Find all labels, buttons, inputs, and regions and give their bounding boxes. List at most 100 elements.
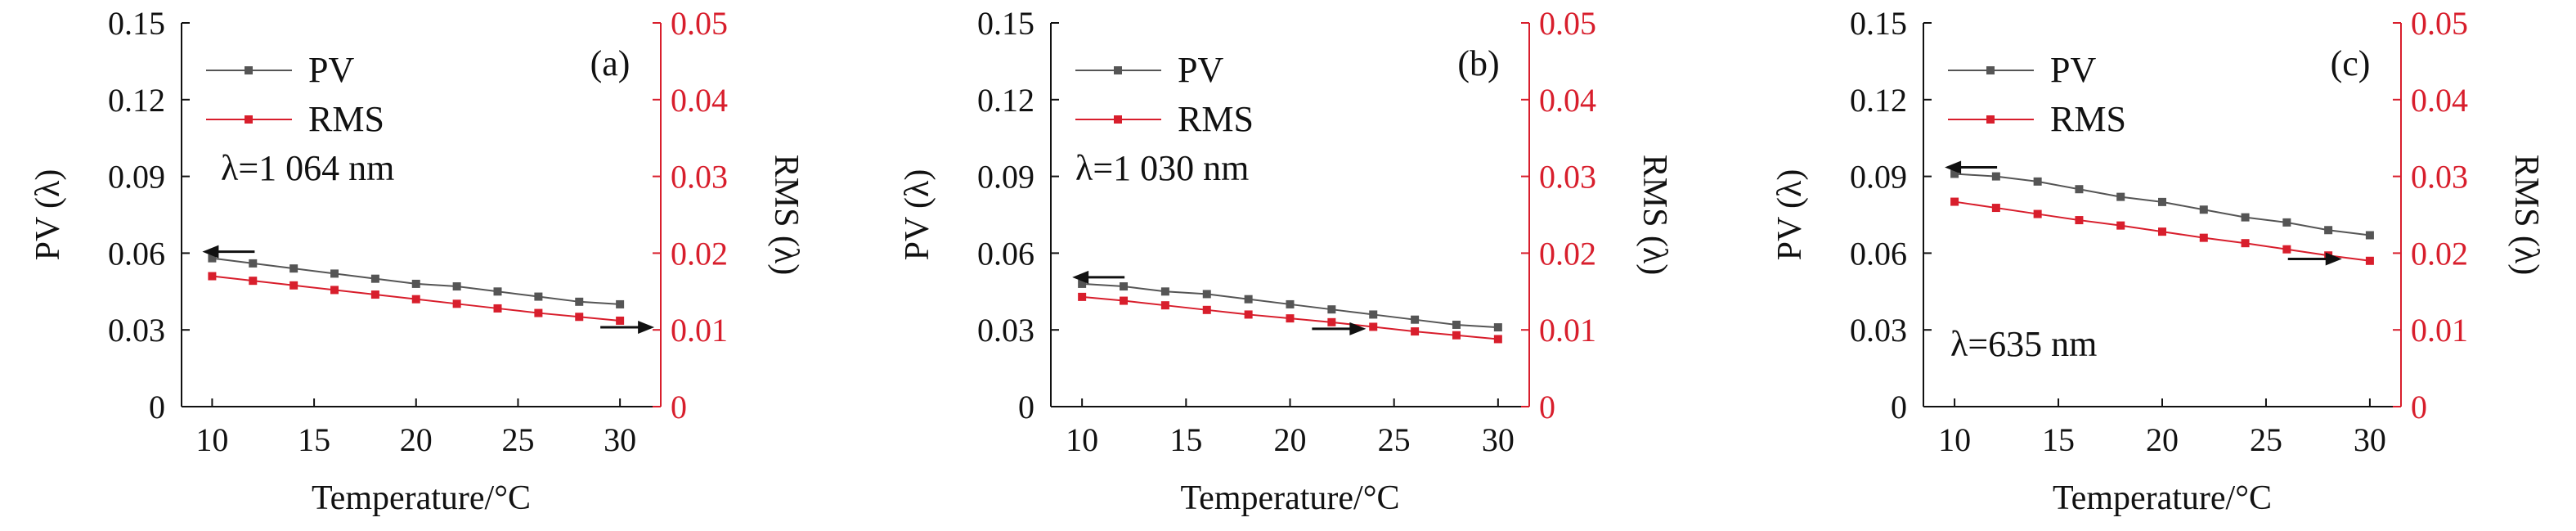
arrow-head xyxy=(202,245,219,259)
legend-label-pv: PV xyxy=(1178,50,1223,90)
data-point-rms xyxy=(289,281,298,290)
data-point-rms xyxy=(330,286,339,295)
arrow-head xyxy=(1945,160,1962,174)
data-point-pv xyxy=(1452,320,1461,329)
wavelength-annotation: λ=1 064 nm xyxy=(221,148,394,188)
data-point-pv xyxy=(2033,177,2042,186)
data-point-pv xyxy=(411,279,420,288)
y-tick-label: 0.03 xyxy=(108,312,165,349)
data-point-pv xyxy=(1369,310,1378,319)
y-tick-label: 0.06 xyxy=(108,235,165,272)
y2-tick-label: 0 xyxy=(1539,389,1555,425)
data-point-pv xyxy=(330,269,339,278)
y-tick-label: 0 xyxy=(1891,389,1907,425)
data-point-rms xyxy=(411,295,420,304)
data-point-pv xyxy=(2158,197,2166,206)
y2-axis-label: RMS (λ) xyxy=(767,155,805,276)
data-point-pv xyxy=(452,282,461,291)
y-tick-label: 0.09 xyxy=(108,159,165,196)
y-tick-label: 0 xyxy=(1018,389,1034,425)
data-point-pv xyxy=(2199,205,2208,214)
y-tick-label: 0.15 xyxy=(1850,5,1907,42)
y2-tick-label: 0.01 xyxy=(671,312,728,349)
data-point-rms xyxy=(1160,301,1169,310)
y-tick-label: 0 xyxy=(149,389,165,425)
data-point-rms xyxy=(1202,305,1211,314)
y2-tick-label: 0.02 xyxy=(2411,235,2468,272)
data-point-rms xyxy=(2158,227,2166,236)
x-tick-label: 15 xyxy=(298,421,330,458)
legend-label-pv: PV xyxy=(308,50,354,90)
x-tick-label: 15 xyxy=(2042,421,2075,458)
data-point-rms xyxy=(1493,335,1502,344)
y2-tick-label: 0.01 xyxy=(2411,312,2468,349)
data-point-pv xyxy=(616,299,625,308)
data-point-pv xyxy=(575,297,584,306)
y2-tick-label: 0.03 xyxy=(2411,159,2468,196)
x-axis-label: Temperature/°C xyxy=(2053,479,2272,517)
data-point-rms xyxy=(249,277,258,286)
arrow-head xyxy=(1072,270,1089,284)
y-tick-label: 0.15 xyxy=(977,5,1034,42)
data-point-pv xyxy=(289,264,298,273)
data-point-pv xyxy=(534,292,543,301)
data-point-rms xyxy=(2365,256,2374,265)
y-axis-label: PV (λ) xyxy=(1771,169,1809,261)
data-point-rms xyxy=(1327,317,1336,326)
data-point-pv xyxy=(493,287,502,296)
x-tick-label: 25 xyxy=(1378,421,1411,458)
legend-swatch-rms-marker xyxy=(245,115,253,124)
y-tick-label: 0.06 xyxy=(1850,235,1907,272)
y2-axis-label: RMS (λ) xyxy=(2507,155,2545,276)
data-point-pv xyxy=(370,274,379,283)
arrow-head xyxy=(2325,252,2342,266)
y-tick-label: 0.12 xyxy=(108,82,165,119)
data-point-pv xyxy=(2324,226,2333,235)
data-point-pv xyxy=(1078,279,1087,288)
y-axis-label: PV (λ) xyxy=(899,169,936,261)
data-point-pv xyxy=(249,259,258,268)
data-point-pv xyxy=(1286,299,1295,308)
data-point-pv xyxy=(1120,282,1129,291)
x-tick-label: 10 xyxy=(1938,421,1971,458)
data-point-rms xyxy=(2282,245,2291,254)
data-point-rms xyxy=(1078,292,1087,301)
y-tick-label: 0.03 xyxy=(1850,312,1907,349)
data-point-pv xyxy=(1950,169,1959,178)
y2-tick-label: 0.02 xyxy=(671,235,728,272)
data-point-pv xyxy=(1327,305,1336,314)
data-point-rms xyxy=(493,304,502,313)
arrow-head xyxy=(1349,322,1367,335)
data-point-rms xyxy=(2075,216,2084,225)
y2-tick-label: 0.04 xyxy=(1539,82,1596,119)
data-point-pv xyxy=(208,254,217,263)
y2-tick-label: 0.05 xyxy=(2411,5,2468,42)
x-tick-label: 25 xyxy=(501,421,534,458)
data-point-rms xyxy=(2199,233,2208,242)
y2-tick-label: 0.04 xyxy=(2411,82,2468,119)
data-point-rms xyxy=(2033,209,2042,218)
x-tick-label: 15 xyxy=(1169,421,1202,458)
x-tick-label: 10 xyxy=(1066,421,1098,458)
data-point-rms xyxy=(534,308,543,317)
legend-swatch-rms-marker xyxy=(1114,115,1122,124)
legend-swatch-pv-marker xyxy=(1114,66,1122,74)
x-tick-label: 20 xyxy=(2146,421,2179,458)
x-tick-label: 30 xyxy=(604,421,636,458)
x-tick-label: 25 xyxy=(2250,421,2282,458)
y2-tick-label: 0 xyxy=(2411,389,2427,425)
data-point-rms xyxy=(1452,331,1461,340)
data-point-pv xyxy=(1244,295,1253,304)
data-point-rms xyxy=(1411,327,1420,336)
x-axis-label: Temperature/°C xyxy=(312,479,531,517)
data-point-rms xyxy=(575,313,584,322)
x-tick-label: 30 xyxy=(1482,421,1515,458)
legend-label-rms: RMS xyxy=(308,99,384,139)
y2-tick-label: 0.01 xyxy=(1539,312,1596,349)
data-point-rms xyxy=(1950,197,1959,206)
data-point-pv xyxy=(1493,323,1502,332)
y2-tick-label: 0.03 xyxy=(1539,159,1596,196)
data-point-pv xyxy=(2241,213,2250,222)
legend-swatch-pv-marker xyxy=(245,66,253,74)
y-tick-label: 0.09 xyxy=(977,159,1034,196)
